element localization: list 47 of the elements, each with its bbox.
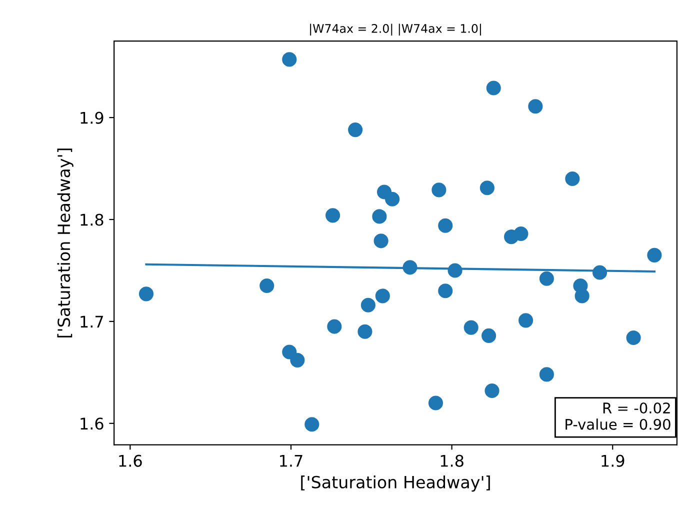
point	[304, 417, 320, 432]
point	[138, 286, 154, 302]
x-tick-label: 1.6	[119, 454, 142, 467]
y-tick-label: 1.8	[80, 214, 104, 226]
point	[358, 324, 372, 339]
point	[385, 192, 400, 206]
annotation: R = -0.02 P-value = 0.90	[566, 402, 670, 430]
point	[486, 80, 501, 96]
y-axis-title: ['Saturation Headway']	[57, 148, 74, 338]
point	[360, 298, 376, 312]
point	[539, 271, 554, 286]
y-tick-label: 1.6	[80, 418, 104, 430]
point	[374, 234, 388, 248]
chart-title: |W74ax = 2.0| |W74ax = 1.0|	[310, 24, 481, 36]
y-tick-label: 1.7	[80, 316, 103, 328]
point	[464, 320, 478, 335]
point	[428, 396, 444, 410]
point	[528, 99, 543, 114]
point	[432, 182, 446, 198]
point	[626, 330, 641, 346]
point	[260, 278, 274, 294]
point	[282, 52, 297, 67]
point	[372, 209, 387, 224]
x-axis-title: ['Saturation Headway']	[301, 476, 490, 492]
point	[438, 284, 453, 298]
point	[592, 265, 608, 280]
point	[480, 180, 494, 196]
point	[518, 313, 534, 328]
point	[290, 352, 305, 368]
point	[539, 367, 554, 382]
point	[375, 288, 390, 304]
point	[482, 328, 496, 343]
x-tick-label: 1.9	[602, 454, 624, 467]
point	[402, 260, 418, 275]
point	[574, 288, 590, 304]
point	[448, 263, 462, 278]
point	[326, 208, 340, 223]
point	[438, 218, 453, 233]
point	[348, 122, 363, 138]
point	[514, 226, 528, 242]
point	[327, 319, 342, 334]
y-tick-label: 1.9	[80, 112, 104, 124]
point	[484, 383, 500, 398]
x-tick-label: 1.7	[280, 455, 302, 467]
x-tick-label: 1.8	[440, 454, 464, 467]
point	[565, 171, 580, 186]
point	[647, 248, 662, 262]
